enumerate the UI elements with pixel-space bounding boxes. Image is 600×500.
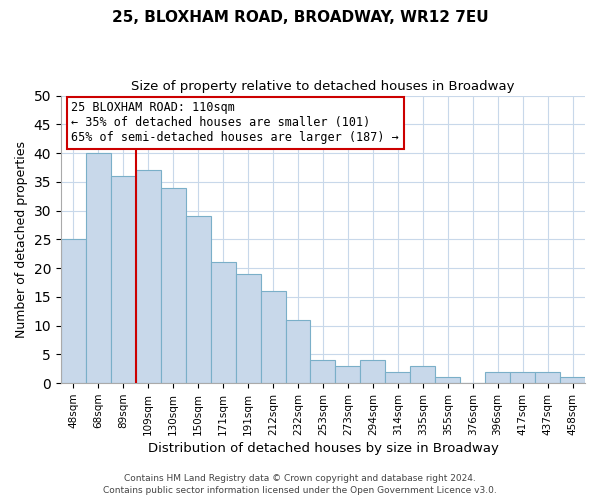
Y-axis label: Number of detached properties: Number of detached properties — [15, 141, 28, 338]
Bar — [136, 170, 161, 383]
Bar — [335, 366, 361, 383]
Bar — [236, 274, 260, 383]
Bar — [260, 291, 286, 383]
X-axis label: Distribution of detached houses by size in Broadway: Distribution of detached houses by size … — [148, 442, 499, 455]
Bar — [310, 360, 335, 383]
Text: Contains HM Land Registry data © Crown copyright and database right 2024.
Contai: Contains HM Land Registry data © Crown c… — [103, 474, 497, 495]
Bar — [111, 176, 136, 383]
Bar — [361, 360, 385, 383]
Bar — [410, 366, 435, 383]
Title: Size of property relative to detached houses in Broadway: Size of property relative to detached ho… — [131, 80, 515, 93]
Bar — [485, 372, 510, 383]
Bar — [560, 378, 585, 383]
Bar — [286, 320, 310, 383]
Bar — [61, 240, 86, 383]
Bar — [161, 188, 185, 383]
Text: 25 BLOXHAM ROAD: 110sqm
← 35% of detached houses are smaller (101)
65% of semi-d: 25 BLOXHAM ROAD: 110sqm ← 35% of detache… — [71, 102, 399, 144]
Bar — [435, 378, 460, 383]
Bar — [510, 372, 535, 383]
Bar — [86, 153, 111, 383]
Bar — [385, 372, 410, 383]
Bar — [185, 216, 211, 383]
Bar — [211, 262, 236, 383]
Text: 25, BLOXHAM ROAD, BROADWAY, WR12 7EU: 25, BLOXHAM ROAD, BROADWAY, WR12 7EU — [112, 10, 488, 25]
Bar — [535, 372, 560, 383]
